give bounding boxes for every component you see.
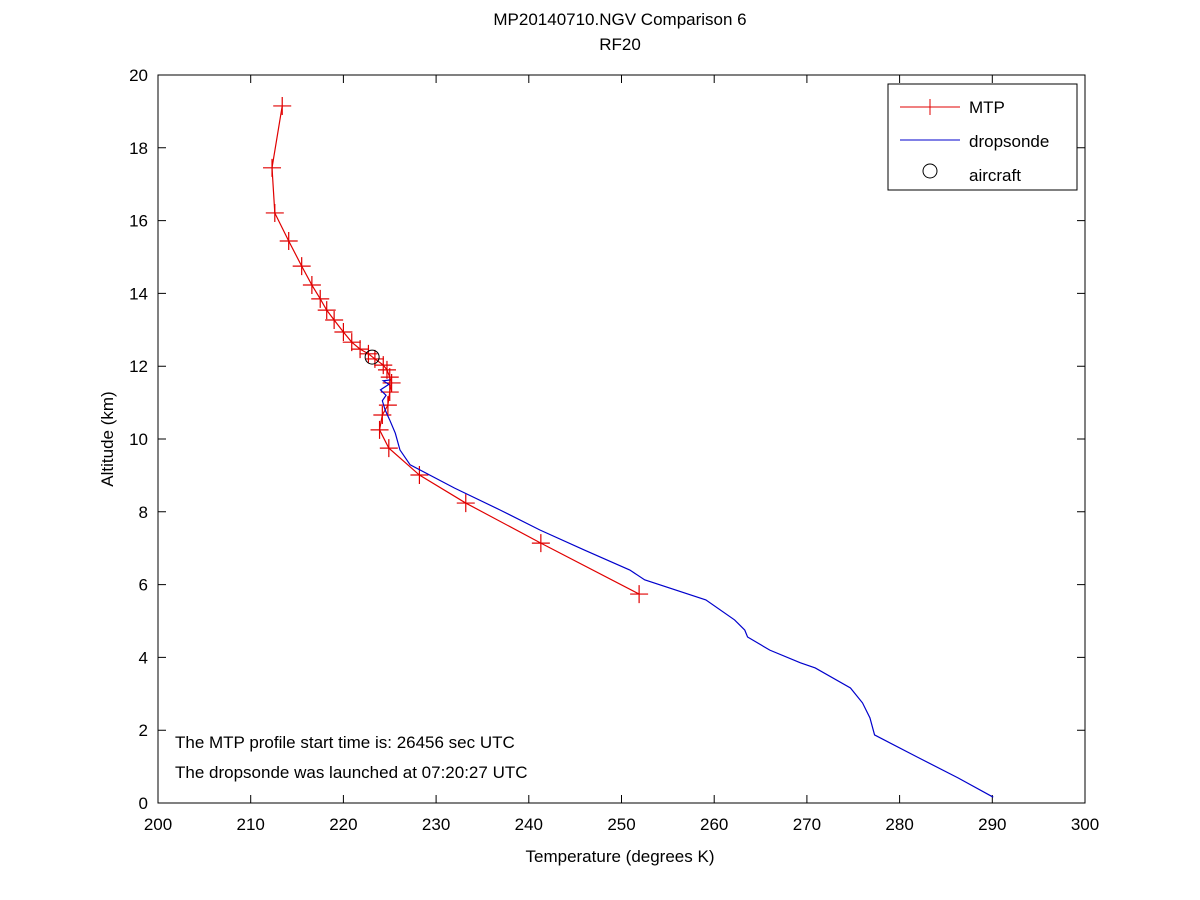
mtp-point bbox=[265, 203, 284, 222]
mtp-point bbox=[351, 340, 370, 359]
x-tick-label: 270 bbox=[793, 815, 821, 834]
x-tick-label: 200 bbox=[144, 815, 172, 834]
x-tick-label: 290 bbox=[978, 815, 1006, 834]
mtp-point bbox=[302, 276, 321, 295]
y-tick-label: 0 bbox=[139, 794, 148, 813]
mtp-point bbox=[374, 356, 393, 375]
mtp-point bbox=[334, 322, 353, 341]
x-tick-label: 250 bbox=[607, 815, 635, 834]
mtp-point bbox=[273, 96, 292, 115]
y-tick-label: 8 bbox=[139, 503, 148, 522]
x-tick-label: 300 bbox=[1071, 815, 1099, 834]
mtp-point bbox=[317, 301, 336, 320]
mtp-point bbox=[370, 420, 389, 439]
y-tick-label: 10 bbox=[129, 430, 148, 449]
y-tick-label: 16 bbox=[129, 212, 148, 231]
y-tick-label: 18 bbox=[129, 139, 148, 158]
y-tick-label: 4 bbox=[139, 648, 148, 667]
mtp-point bbox=[379, 439, 398, 458]
y-tick-label: 2 bbox=[139, 721, 148, 740]
mtp-point bbox=[263, 158, 282, 177]
legend-mtp-marker bbox=[922, 99, 938, 115]
y-tick-label: 6 bbox=[139, 576, 148, 595]
mtp-point bbox=[279, 231, 298, 250]
mtp-point bbox=[292, 257, 311, 276]
y-tick-label: 12 bbox=[129, 357, 148, 376]
mtp-point bbox=[456, 494, 475, 513]
legend-label-aircraft: aircraft bbox=[969, 166, 1021, 185]
dropsonde-line bbox=[379, 379, 994, 798]
mtp-point bbox=[380, 383, 399, 402]
x-tick-label: 240 bbox=[515, 815, 543, 834]
legend-label-mtp: MTP bbox=[969, 98, 1005, 117]
chart-title: MP20140710.NGV Comparison 6 bbox=[493, 10, 746, 29]
x-tick-label: 230 bbox=[422, 815, 450, 834]
x-tick-label: 210 bbox=[237, 815, 265, 834]
mtp-point bbox=[342, 333, 361, 352]
mtp-point bbox=[325, 310, 344, 329]
x-tick-label: 260 bbox=[700, 815, 728, 834]
y-axis-label: Altitude (km) bbox=[98, 391, 117, 486]
legend-aircraft-marker bbox=[922, 163, 938, 179]
x-axis-label: Temperature (degrees K) bbox=[526, 847, 715, 866]
mtp-line bbox=[271, 105, 640, 595]
mtp-point bbox=[378, 396, 397, 415]
legend-label-dropsonde: dropsonde bbox=[969, 132, 1049, 151]
x-tick-label: 220 bbox=[329, 815, 357, 834]
y-tick-label: 20 bbox=[129, 66, 148, 85]
legend: MTP dropsonde aircraft bbox=[887, 83, 1078, 191]
annotation-dropsonde-launch: The dropsonde was launched at 07:20:27 U… bbox=[175, 763, 528, 782]
mtp-point bbox=[630, 585, 649, 604]
mtp-point bbox=[377, 360, 396, 379]
annotation-mtp-start-time: The MTP profile start time is: 26456 sec… bbox=[175, 733, 515, 752]
mtp-point bbox=[373, 405, 392, 424]
legend-box bbox=[887, 83, 1078, 191]
mtp-point bbox=[531, 534, 550, 553]
y-tick-label: 14 bbox=[129, 284, 148, 303]
mtp-point bbox=[311, 289, 330, 308]
x-tick-label: 280 bbox=[885, 815, 913, 834]
chart-subtitle: RF20 bbox=[599, 35, 641, 54]
aircraft-point bbox=[364, 349, 380, 365]
